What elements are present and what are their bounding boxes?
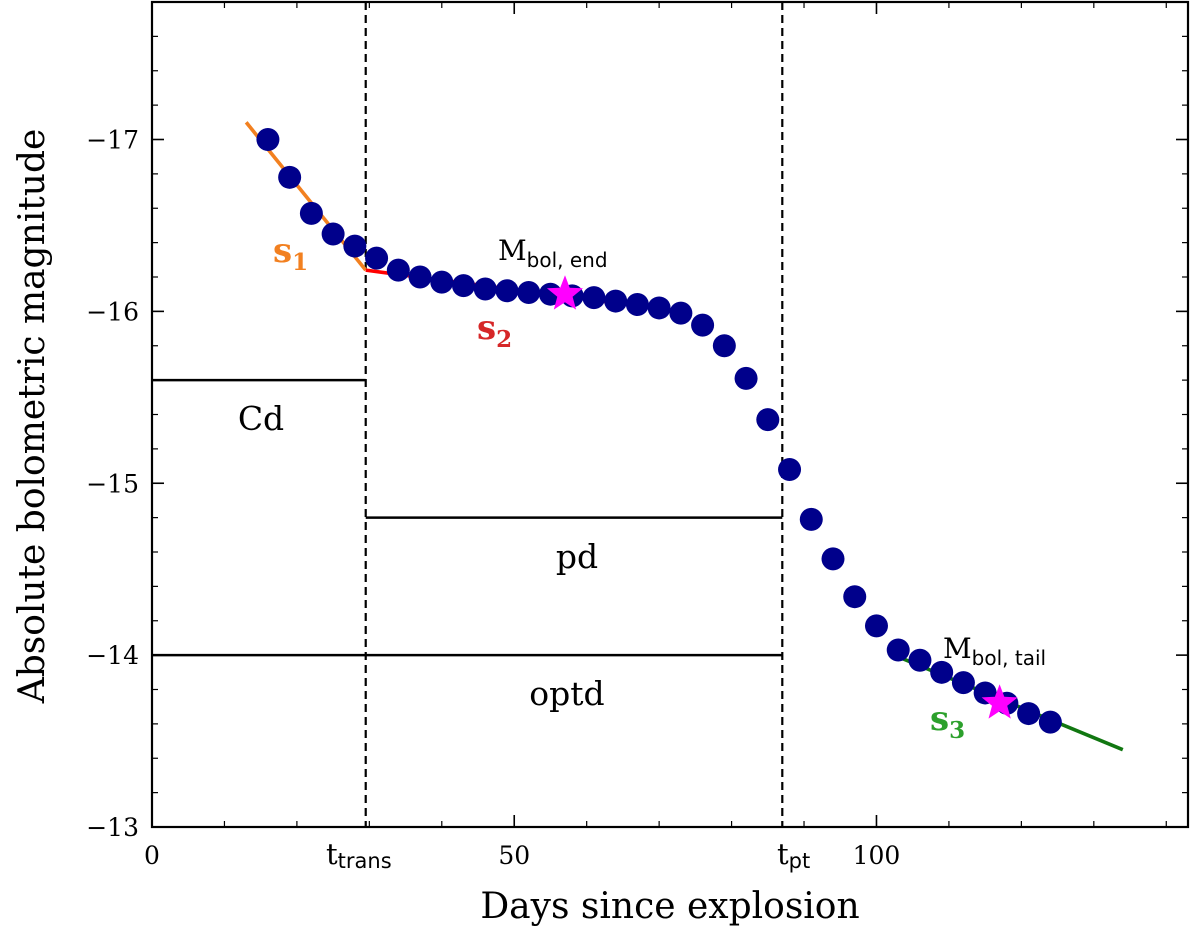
x-tick-label: 0 <box>144 841 160 870</box>
data-point <box>430 270 454 294</box>
y-tick-label: −16 <box>86 297 139 326</box>
data-point <box>408 265 432 289</box>
data-point <box>843 585 867 609</box>
t-trans-label: ttrans <box>326 837 392 873</box>
x-axis-title: Days since explosion <box>480 886 859 927</box>
cd-label: Cd <box>238 399 284 438</box>
data-point <box>821 547 845 571</box>
s2-label: s2 <box>477 308 512 353</box>
data-point <box>473 277 497 301</box>
data-point <box>908 648 932 672</box>
data-point <box>517 280 541 304</box>
data-point <box>1017 702 1041 726</box>
y-tick-label: −17 <box>86 126 139 155</box>
data-points <box>256 128 1062 734</box>
data-point <box>625 293 649 316</box>
optd-label: optd <box>529 674 604 713</box>
data-point <box>495 279 519 303</box>
y-tick-label: −13 <box>86 813 139 842</box>
data-point <box>951 671 975 695</box>
star-marker <box>546 275 583 310</box>
x-tick-label: 100 <box>853 841 901 870</box>
data-point <box>321 222 345 246</box>
reference-lines <box>152 2 784 827</box>
data-point <box>343 234 367 258</box>
data-point <box>365 246 389 270</box>
data-point <box>778 458 802 481</box>
data-point <box>582 286 606 310</box>
star-markers <box>546 275 1018 719</box>
data-point <box>647 296 671 320</box>
pd-label: pd <box>556 537 598 576</box>
data-point <box>930 660 954 684</box>
star-marker <box>981 684 1018 719</box>
mbol-end-label: Mbol, end <box>498 234 608 272</box>
s1-label: s1 <box>273 231 308 276</box>
data-point <box>256 128 280 151</box>
mbol-tail-label: Mbol, tail <box>943 632 1046 670</box>
data-point <box>669 301 693 325</box>
data-point <box>604 289 628 313</box>
y-tick-label: −15 <box>86 469 139 498</box>
data-point <box>864 614 888 638</box>
data-point <box>799 507 823 531</box>
x-tick-label: 50 <box>498 841 530 870</box>
t-pt-label: tpt <box>777 837 810 873</box>
data-point <box>734 366 758 390</box>
plot-frame <box>150 0 1190 829</box>
data-point <box>712 334 736 358</box>
axis-ticks: 0 50 100 −17 −16 −15 −14 −13 <box>86 1 1188 870</box>
data-point <box>691 313 715 337</box>
data-point <box>278 165 302 189</box>
data-point <box>886 638 910 662</box>
data-point <box>756 408 780 432</box>
y-tick-label: −14 <box>86 641 139 670</box>
s3-label: s3 <box>930 699 965 744</box>
data-point <box>1038 710 1062 734</box>
data-point <box>386 258 410 282</box>
data-point <box>452 274 476 298</box>
y-axis-title: Absolute bolometric magnitude <box>12 129 53 705</box>
data-point <box>299 201 323 225</box>
